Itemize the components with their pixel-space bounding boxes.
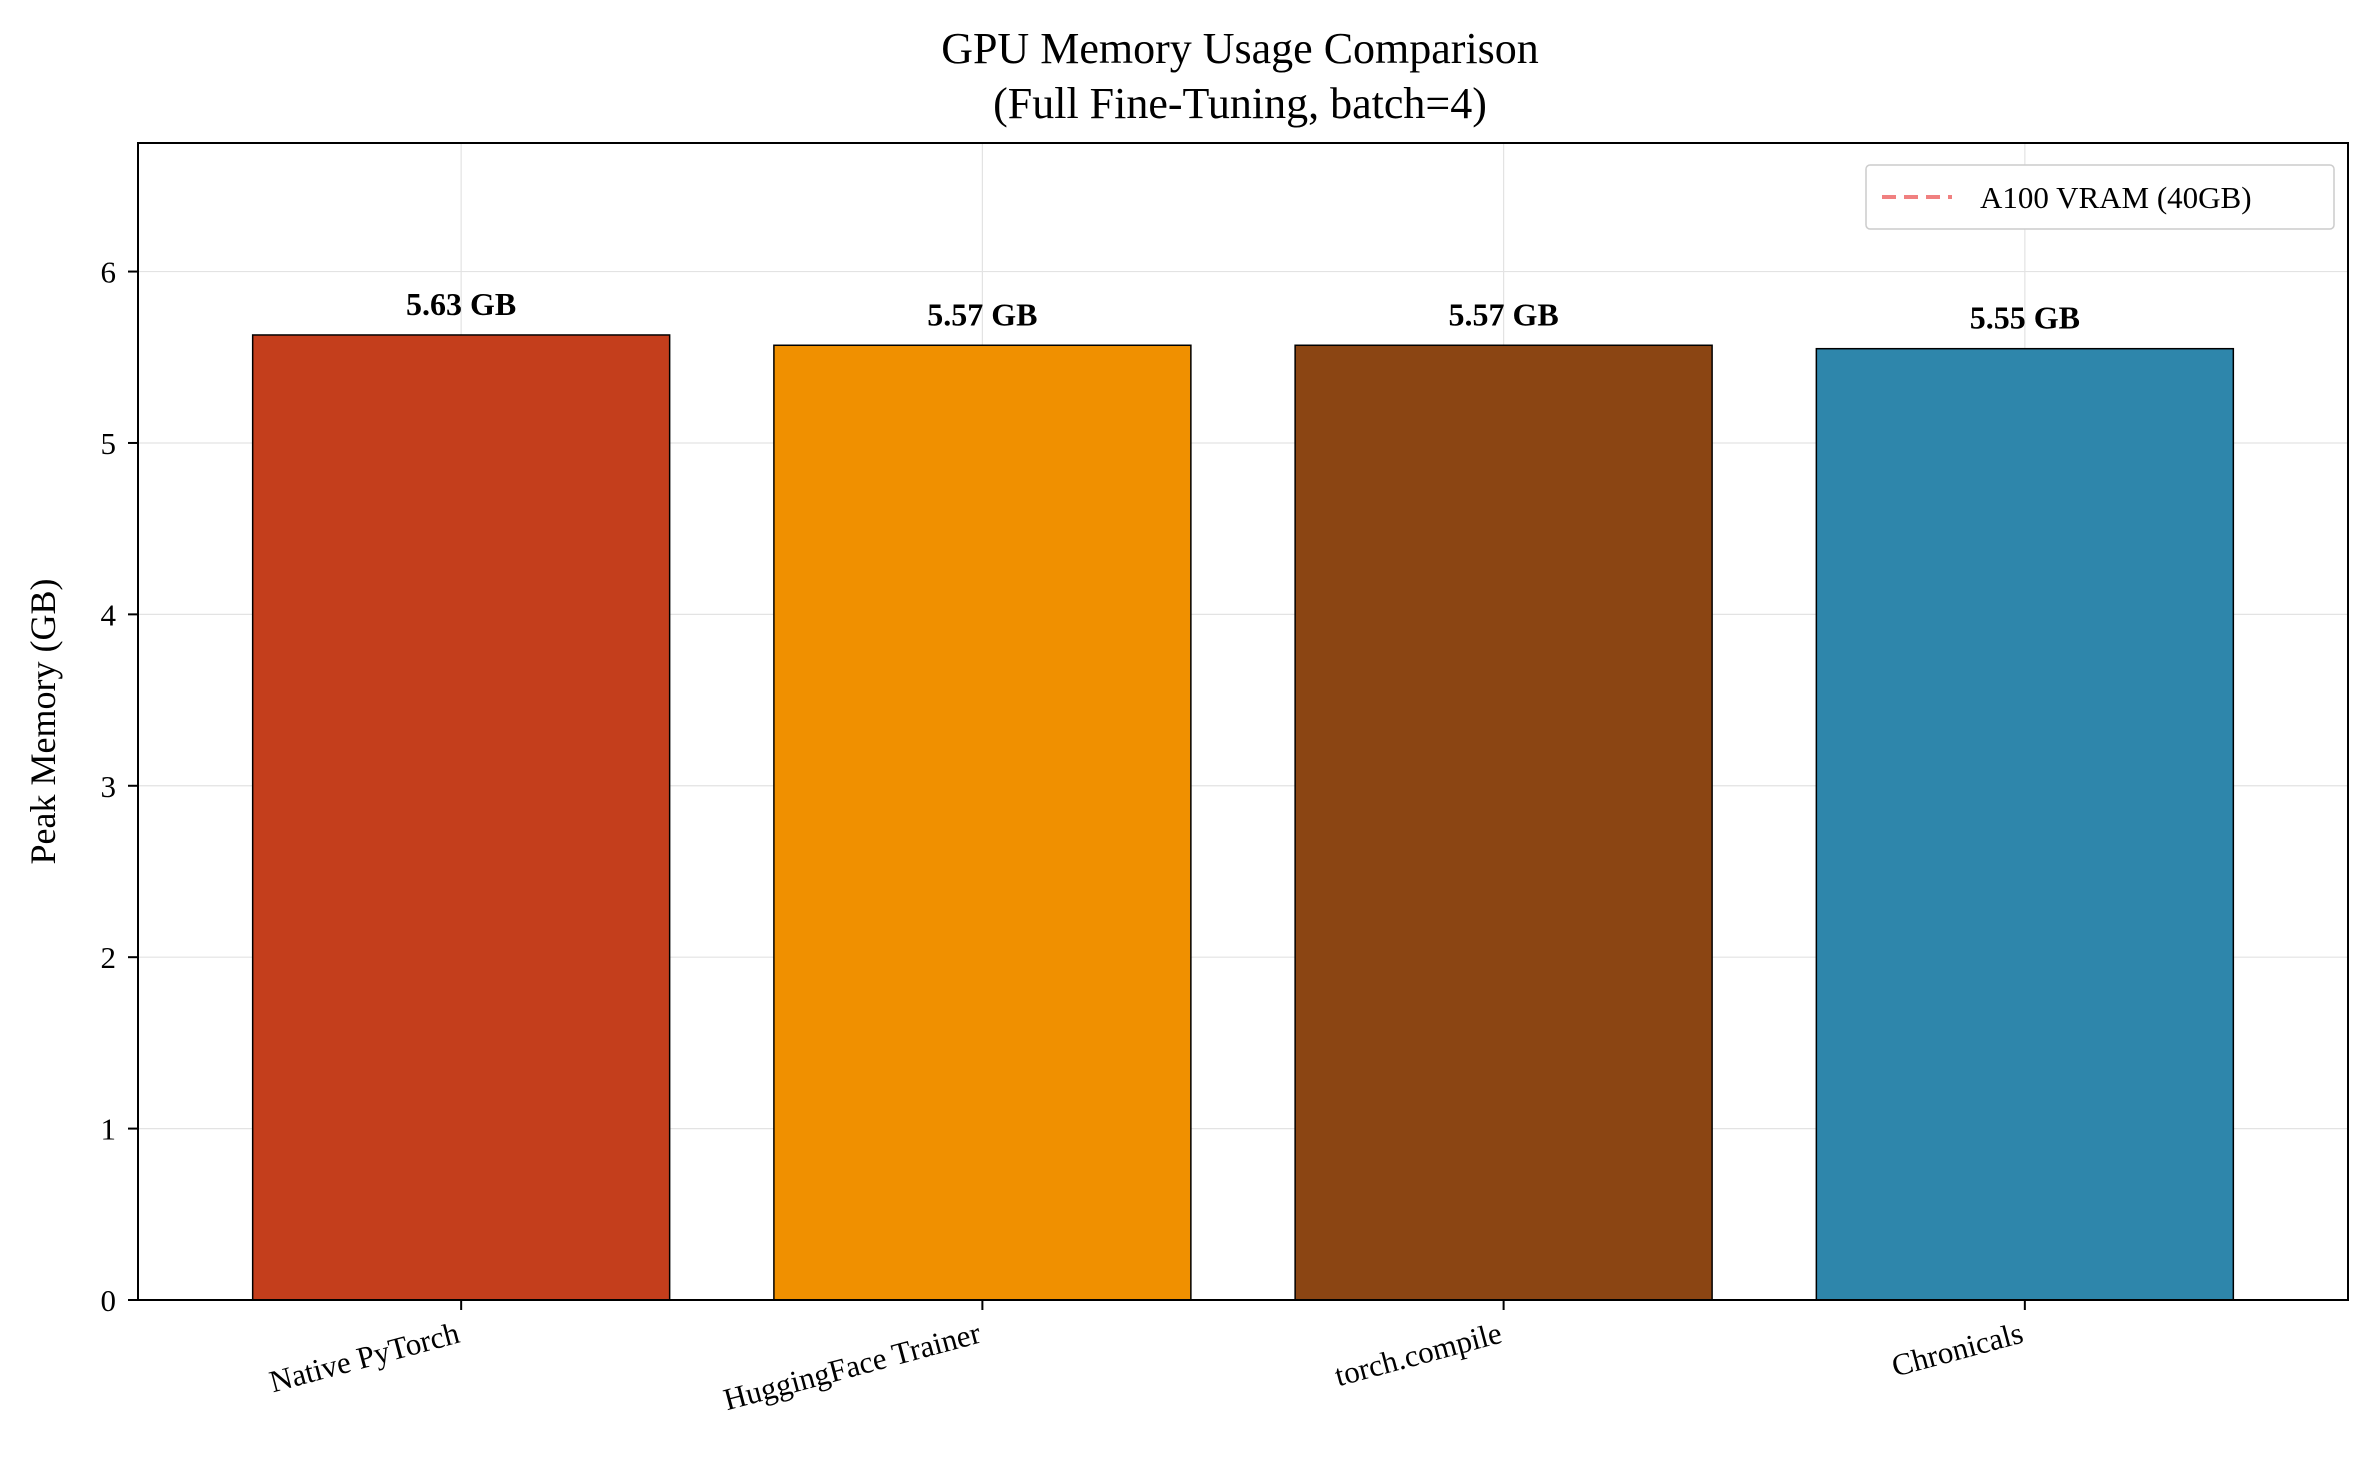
legend-label: A100 VRAM (40GB) [1980,180,2252,215]
bar-value-label-2: 5.57 GB [1448,296,1558,332]
bar-value-label-3: 5.55 GB [1970,300,2080,336]
y-tick-label-0: 0 [101,1283,117,1318]
y-tick-label-6: 6 [101,255,117,290]
bar-value-labels: 5.63 GB 5.57 GB 5.57 GB 5.55 GB [406,286,2080,336]
y-tick-label-5: 5 [101,426,117,461]
y-tick-label-1: 1 [101,1112,117,1147]
plot-frame [137,142,2349,1301]
legend: A100 VRAM (40GB) [1865,164,2335,230]
y-axis-ticks: 0 1 2 3 4 5 6 [101,255,138,1318]
bars [251,334,2235,1301]
legend-box [1865,164,2335,230]
y-axis-label: Peak Memory (GB) [23,579,63,865]
y-tick-label-2: 2 [101,940,117,975]
bar-value-label-0: 5.63 GB [406,286,516,322]
chart-subtitle: (Full Fine-Tuning, batch=4) [993,79,1487,128]
y-tick-label-3: 3 [101,769,117,804]
bar-value-label-1: 5.57 GB [927,296,1037,332]
bar-1 [773,344,1192,1301]
chart-title: GPU Memory Usage Comparison [941,24,1539,73]
bar-0 [251,334,671,1301]
bar-2 [1294,344,1713,1301]
y-tick-label-4: 4 [101,597,117,632]
bar-3 [1815,347,2235,1301]
